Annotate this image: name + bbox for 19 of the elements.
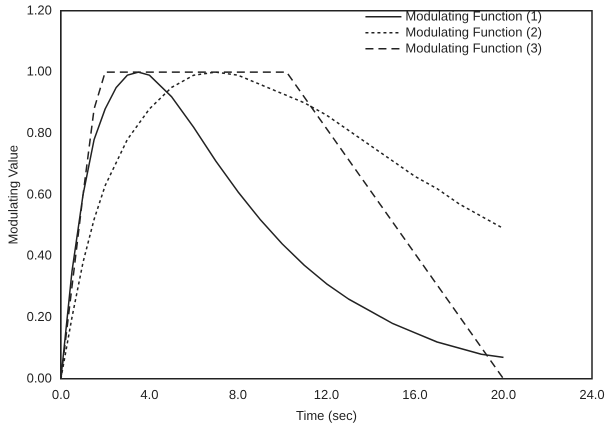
y-tick-label: 1.00 — [26, 64, 52, 79]
y-tick-label: 0.00 — [26, 370, 52, 386]
y-tick-label: 0.80 — [26, 125, 52, 140]
y-axis-title: Modulating Value — [5, 145, 20, 245]
legend-label: Modulating Function (2) — [405, 24, 542, 40]
x-tick-label: 12.0 — [314, 387, 340, 402]
x-tick-label: 4.0 — [140, 387, 158, 402]
x-tick-label: 8.0 — [228, 387, 247, 402]
x-tick-label: 16.0 — [402, 387, 428, 402]
x-tick-label: 24.0 — [579, 387, 605, 402]
x-axis-title: Time (sec) — [296, 408, 357, 423]
x-tick-label: 20.0 — [490, 387, 516, 402]
y-tick-label: 0.20 — [26, 309, 52, 324]
y-tick-label: 0.40 — [26, 248, 52, 263]
legend-label: Modulating Function (3) — [405, 40, 542, 56]
x-tick-label: 0.0 — [52, 387, 70, 402]
legend-label: Modulating Function (1) — [405, 8, 542, 24]
y-tick-label: 1.20 — [26, 2, 52, 18]
y-tick-label: 0.60 — [26, 186, 52, 202]
